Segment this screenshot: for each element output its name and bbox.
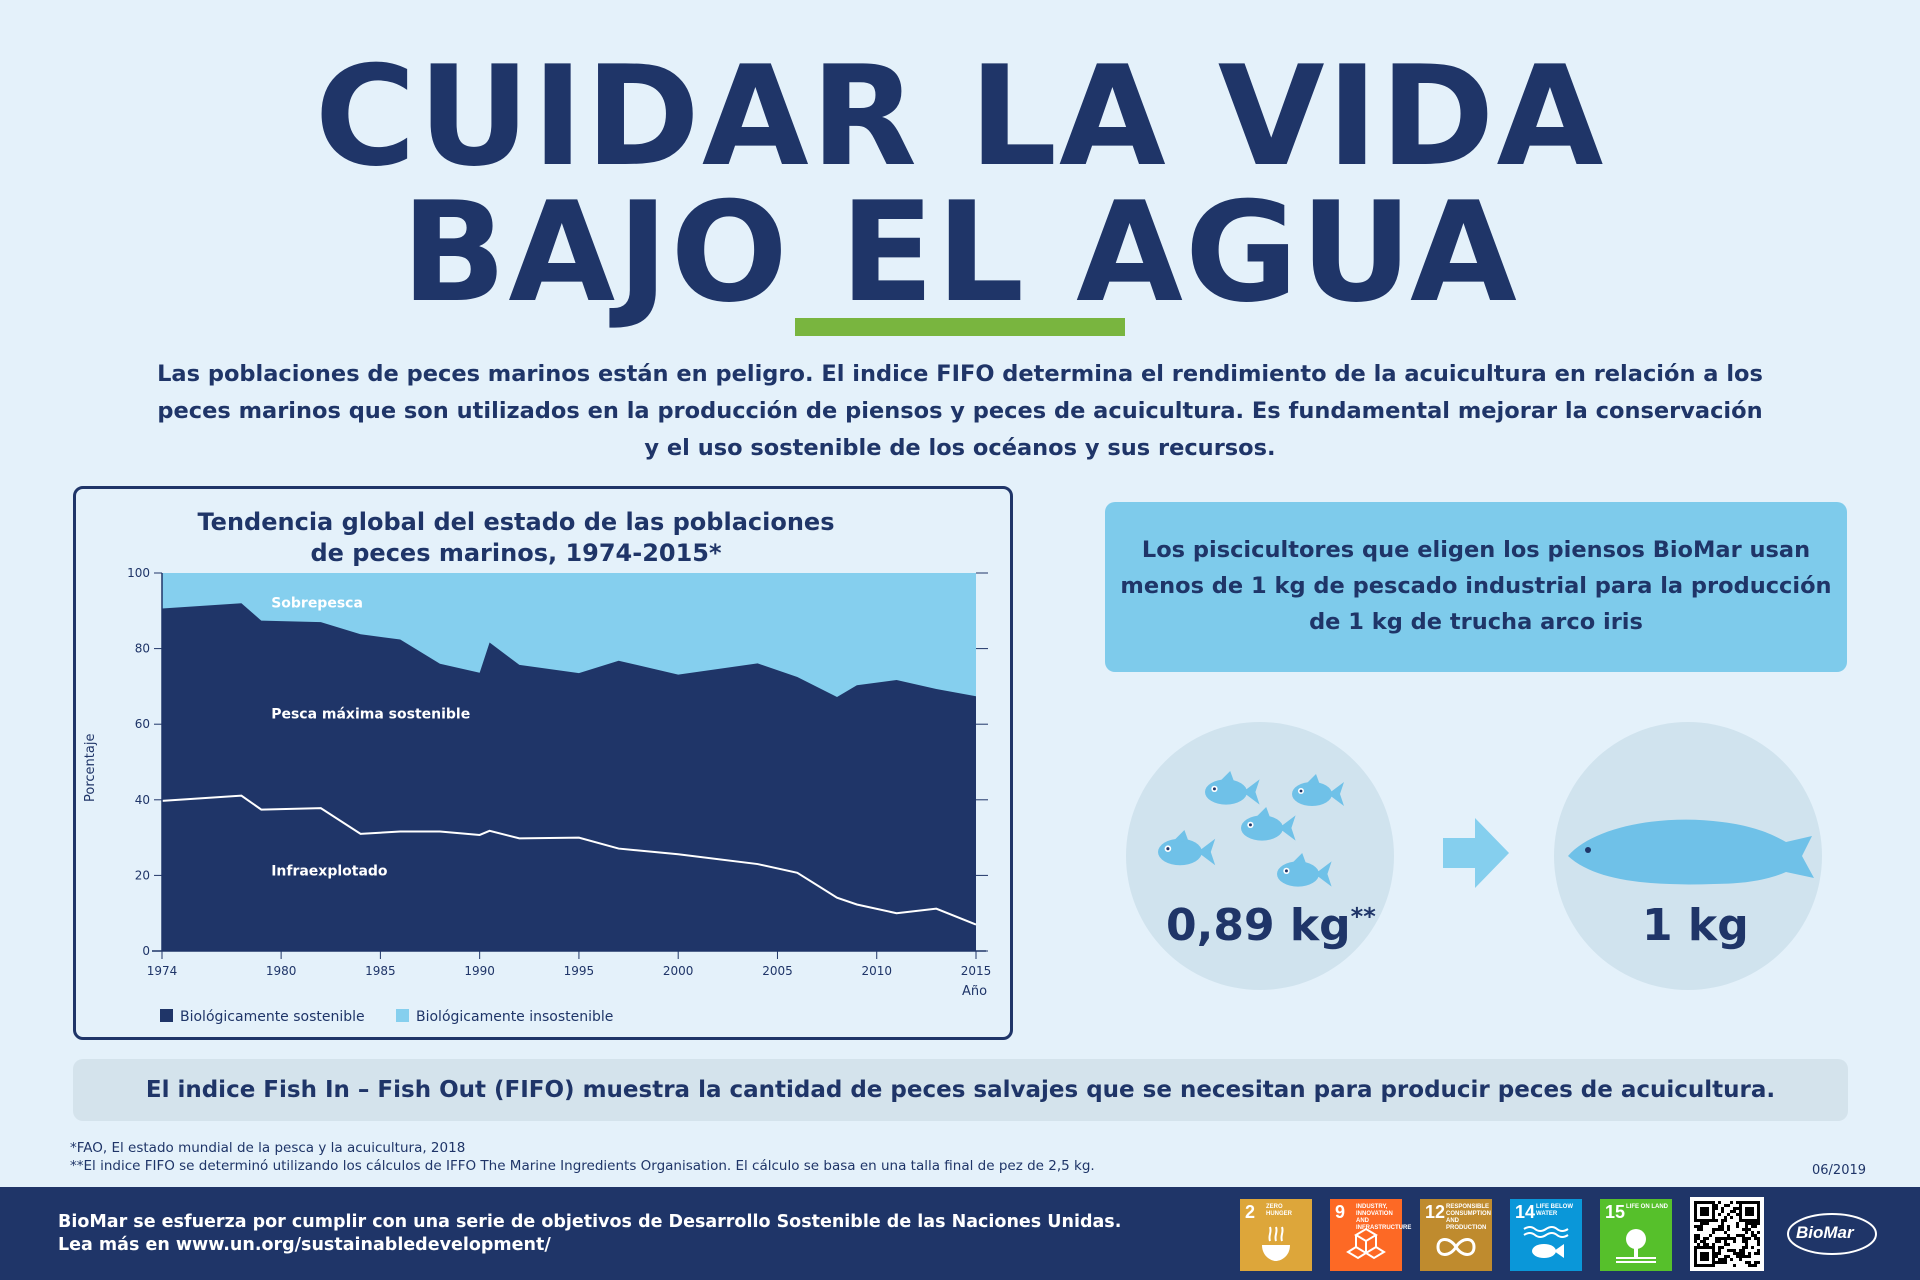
x-tick-label: 2015 (961, 964, 992, 978)
legend-label-sustainable: Biológicamente sostenible (180, 1009, 365, 1025)
sdg-12-icon: 12 RESPONSIBLE CONSUMPTION AND PRODUCTIO… (1420, 1199, 1492, 1271)
sdg-9-icon: 9 INDUSTRY, INNOVATION AND INFRASTRUCTUR… (1330, 1199, 1412, 1271)
sdg-15-label: LIFE ON LAND (1626, 1204, 1668, 1210)
arrow-right-icon (1443, 818, 1509, 888)
sdg-9-number: 9 (1335, 1202, 1346, 1222)
biomar-logo-text: BioMar (1796, 1223, 1854, 1242)
output-amount: 1 kg (1642, 900, 1749, 951)
qr-code[interactable] (1690, 1197, 1764, 1271)
x-tick-label: 1985 (365, 964, 396, 978)
footnote-1: *FAO, El estado mundial de la pesca y la… (70, 1140, 466, 1156)
sdg-15-icon: 15 LIFE ON LAND (1600, 1199, 1672, 1271)
label-max-sustainable: Pesca máxima sostenible (271, 707, 470, 723)
chart-title-line-2: de peces marinos, 1974-2015* (310, 539, 722, 567)
legend-swatch-sustainable (160, 1009, 173, 1022)
footer-text: BioMar se esfuerza por cumplir con una s… (58, 1211, 1121, 1257)
sdg-14-icon: 14 LIFE BELOW WATER (1510, 1199, 1582, 1271)
sdg-14-number: 14 (1515, 1202, 1536, 1222)
y-tick-label: 80 (135, 642, 150, 656)
sdg-12-number: 12 (1425, 1202, 1446, 1222)
x-tick-label: 1990 (464, 964, 495, 978)
area-sustainable (162, 603, 976, 951)
fifo-explanation-text: El indice Fish In – Fish Out (FIFO) mues… (145, 1077, 1776, 1103)
x-tick-label: 2000 (663, 964, 694, 978)
title-line-1: CUIDAR LA VIDA (314, 36, 1606, 197)
x-axis-label: Año (962, 984, 987, 999)
biomar-logo: BioMar (1786, 1209, 1878, 1259)
x-tick-label: 2005 (762, 964, 793, 978)
intro-text: Las poblaciones de peces marinos están e… (157, 361, 1763, 461)
input-amount: 0,89 kg** (1166, 900, 1376, 951)
y-tick-label: 100 (127, 566, 150, 580)
input-amount-value: 0,89 kg (1166, 900, 1351, 951)
title-line-2: BAJO EL AGUA (401, 172, 1519, 333)
fifo-explanation-bar: El indice Fish In – Fish Out (FIFO) mues… (73, 1059, 1848, 1121)
input-fish-circle (1126, 722, 1394, 990)
sdg-2-label: ZERO HUNGER (1266, 1204, 1293, 1217)
y-ticks: 0 20 40 60 80 100 (127, 566, 988, 958)
x-tick-label: 2010 (861, 964, 892, 978)
x-tick-label: 1995 (564, 964, 595, 978)
biomar-info-text: Los piscicultores que eligen los piensos… (1120, 537, 1832, 635)
y-tick-label: 20 (135, 868, 150, 882)
trout-icon (1568, 819, 1814, 885)
sdg-9-label: INDUSTRY, INNOVATION AND INFRASTRUCTURE (1356, 1204, 1412, 1231)
chart-title-line-1: Tendencia global del estado de las pobla… (197, 508, 835, 536)
chart-title: Tendencia global del estado de las pobla… (76, 507, 956, 569)
footer: BioMar se esfuerza por cumplir con una s… (0, 1187, 1920, 1280)
sdg-2-number: 2 (1245, 1202, 1256, 1222)
chart-panel: Tendencia global del estado de las pobla… (73, 486, 1013, 1040)
biomar-info-panel: Los piscicultores que eligen los piensos… (1105, 502, 1847, 672)
line-underexploited (161, 794, 977, 926)
area-chart: 0 20 40 60 80 100 1974 1980 1985 1990 1995 2000 200… (83, 566, 992, 1025)
y-tick-label: 60 (135, 717, 150, 731)
legend-swatch-unsustainable (396, 1009, 409, 1022)
publication-date: 06/2019 (1812, 1163, 1867, 1178)
input-amount-footnote-mark: ** (1350, 902, 1376, 931)
x-tick-label: 1974 (147, 964, 178, 978)
label-overfished: Sobrepesca (271, 595, 363, 611)
label-underexploited: Infraexplotado (271, 863, 388, 879)
sdg-12-label: RESPONSIBLE CONSUMPTION AND PRODUCTION (1446, 1204, 1491, 1231)
footer-line-2[interactable]: Lea más en www.un.org/sustainabledevelop… (58, 1235, 551, 1255)
footer-line-1: BioMar se esfuerza por cumplir con una s… (58, 1212, 1122, 1232)
sdg-2-icon: 2 ZERO HUNGER (1240, 1199, 1312, 1271)
legend-label-unsustainable: Biológicamente insostenible (416, 1009, 613, 1025)
y-axis-label: Porcentaje (83, 734, 98, 802)
output-fish-circle (1554, 722, 1822, 990)
x-tick-label: 1980 (266, 964, 297, 978)
footnote-2: **El indice FIFO se determinó utilizando… (70, 1158, 1095, 1174)
sdg-15-number: 15 (1605, 1202, 1626, 1222)
title-underline (795, 318, 1125, 336)
sdg-14-label: LIFE BELOW WATER (1536, 1204, 1573, 1217)
x-ticks: 1974 1980 1985 1990 1995 2000 2005 2010 2015 (147, 951, 992, 978)
y-tick-label: 40 (135, 793, 150, 807)
y-tick-label: 0 (142, 944, 150, 958)
